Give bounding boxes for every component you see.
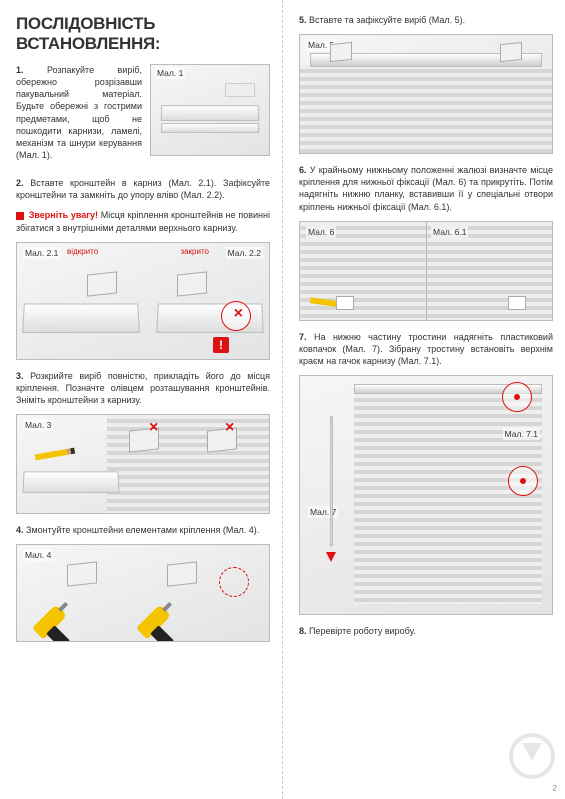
figure-1-label: Мал. 1 [155,67,185,79]
x-mark-1: × [149,419,158,437]
figure-7-label: Мал. 7 [308,506,338,518]
step-8-text: 8. Перевірте роботу виробу. [299,625,553,637]
figure-5: Мал. 5 [299,34,553,154]
step-1-body: Розпакуйте виріб, обережно розрізавши па… [16,65,142,160]
x-mark-2: × [225,419,234,437]
fig4-screw-callout [219,567,249,597]
fig5-slats [300,65,552,153]
fig1-rail2 [161,123,260,133]
warning-label: Зверніть увагу! [29,210,98,220]
step-5-num: 5. [299,15,307,25]
fig6-clip2 [508,296,526,310]
figure-4-label: Мал. 4 [23,549,53,561]
step-6-num: 6. [299,165,307,175]
fig1-rail [161,105,260,121]
figure-6-label: Мал. 6 [306,226,336,238]
page: ПОСЛІДОВНІСТЬ ВСТАНОВЛЕННЯ: 1. Розпакуйт… [0,0,565,799]
drill-icon-2 [136,597,194,642]
right-column: 5. Вставте та зафіксуйте виріб (Мал. 5).… [283,0,565,799]
step-2-num: 2. [16,178,24,188]
step-8-body: Перевірте роботу виробу. [309,626,416,636]
figure-1: Мал. 1 [150,64,270,156]
left-column: ПОСЛІДОВНІСТЬ ВСТАНОВЛЕННЯ: 1. Розпакуйт… [0,0,283,799]
step-5-text: 5. Вставте та зафіксуйте виріб (Мал. 5). [299,14,553,26]
fig6-divider [426,222,427,320]
step-4-body: Змонтуйте кронштейни елементами кріпленн… [26,525,259,535]
figure-6-1-label: Мал. 6.1 [431,226,468,238]
fig7-slats [354,386,542,604]
fig7-wand-cap [326,552,336,562]
figure-7: Мал. 7 Мал. 7.1 [299,375,553,615]
step-3-num: 3. [16,371,24,381]
x-mark-icon: × [234,305,243,323]
step-3-body: Розкрийте виріб повністю, прикладіть йог… [16,371,270,405]
fig5-bracket2 [500,42,522,62]
fig7-wand [330,416,333,546]
drill-icon-1 [32,597,90,642]
exclamation-icon: ! [213,337,229,353]
fig2-bracket-open [87,271,117,296]
step-6-text: 6. У крайньому нижньому положенні жалюзі… [299,164,553,213]
step-2-warning: Зверніть увагу! Місця кріплення кронштей… [16,209,270,233]
fig2-rail-left [22,303,140,332]
figure-2-2-label: Мал. 2.2 [226,247,263,259]
figure-4: Мал. 4 [16,544,270,642]
warning-icon [16,212,24,220]
page-number: 2 [553,784,557,793]
step-7-num: 7. [299,332,307,342]
step-7-text: 7. На нижню частину тростини надягніть п… [299,331,553,367]
step-4-num: 4. [16,525,24,535]
figure-7-1-label: Мал. 7.1 [503,428,540,440]
figure-3: Мал. 3 × × [16,414,270,514]
page-title: ПОСЛІДОВНІСТЬ ВСТАНОВЛЕННЯ: [16,14,270,54]
step-5-body: Вставте та зафіксуйте виріб (Мал. 5). [309,15,465,25]
figure-2-1-label: Мал. 2.1 [23,247,60,259]
fig1-parts [225,83,255,97]
step-7-body: На нижню частину тростини надягніть плас… [299,332,553,366]
step-4-text: 4. Змонтуйте кронштейни елементами кріпл… [16,524,270,536]
step-2-body: Вставте кронштейн в карниз (Мал. 2.1). З… [16,178,270,200]
fig3-rail [22,471,119,493]
step-6-body: У крайньому нижньому положенні жалюзі ви… [299,165,553,211]
step-1-text: 1. Розпакуйте виріб, обережно розрізавши… [16,64,142,161]
closed-label: закрито [180,247,209,256]
pencil-icon [35,448,75,461]
fig4-bracket2 [167,562,197,587]
figure-2: Мал. 2.1 відкрито закрито Мал. 2.2 × ! [16,242,270,360]
fig2-bracket-closed [177,271,207,296]
fig6-clip1 [336,296,354,310]
step-8-num: 8. [299,626,307,636]
figure-3-label: Мал. 3 [23,419,53,431]
step-3-text: 3. Розкрийте виріб повністю, прикладіть … [16,370,270,406]
watermark-icon [509,733,555,779]
fig5-bracket1 [330,42,352,62]
step-1-num: 1. [16,65,24,75]
step-2-text: 2. Вставте кронштейн в карниз (Мал. 2.1)… [16,177,270,201]
fig4-bracket1 [67,562,97,587]
open-label: відкрито [67,247,98,256]
figure-6: Мал. 6 Мал. 6.1 [299,221,553,321]
